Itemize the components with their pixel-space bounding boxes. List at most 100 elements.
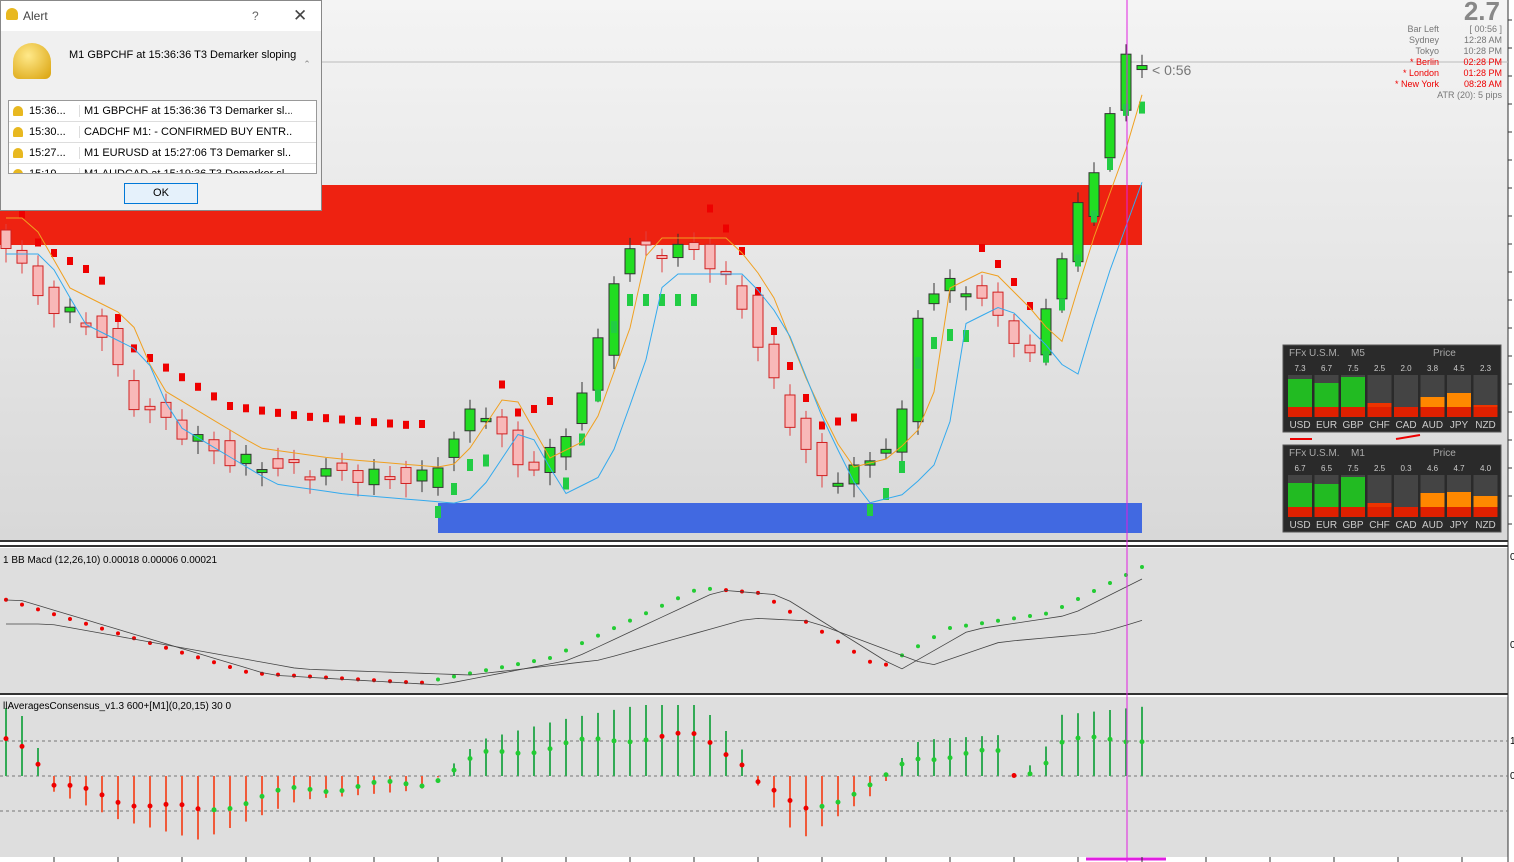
- help-button[interactable]: ?: [252, 9, 259, 23]
- trail-dot: [963, 330, 969, 342]
- currency: GBP: [1342, 420, 1363, 431]
- macd-dot: [1060, 605, 1064, 609]
- candle: [1024, 344, 1036, 354]
- candle: [96, 315, 108, 338]
- consensus-dot: [435, 778, 441, 784]
- consensus-dot: [307, 786, 313, 792]
- trail-dot: [323, 414, 329, 423]
- candle: [128, 380, 140, 411]
- ok-button[interactable]: OK: [124, 183, 198, 204]
- trail-dot: [403, 420, 409, 429]
- macd-dot: [244, 669, 248, 674]
- consensus-dot: [243, 801, 249, 807]
- currency: CAD: [1395, 520, 1416, 531]
- alert-row[interactable]: 15:27... M1 EURUSD at 15:27:06 T3 Demarke…: [9, 143, 316, 164]
- clock-time: 01:28 PM: [1463, 68, 1502, 78]
- candle: [560, 436, 572, 458]
- candle: [768, 343, 780, 379]
- clock-city: * London: [1403, 68, 1439, 78]
- strength-base: [1367, 507, 1392, 517]
- trail-dot: [35, 238, 41, 247]
- macd-dot: [1140, 565, 1144, 569]
- trail-dot: [307, 412, 313, 421]
- row-text: CADCHF M1: - CONFIRMED BUY ENTR...: [84, 126, 292, 138]
- consensus-dot: [403, 781, 409, 787]
- candle: [592, 337, 604, 391]
- candle: [704, 243, 716, 270]
- candle: [112, 327, 124, 366]
- currency: USD: [1289, 520, 1310, 531]
- candle: [832, 482, 844, 487]
- consensus-dot: [643, 737, 649, 743]
- consensus-dot: [611, 738, 617, 744]
- macd-dot: [500, 665, 504, 670]
- panel-price: Price: [1433, 348, 1456, 359]
- strength-value: 2.5: [1374, 464, 1386, 473]
- strength-base: [1473, 407, 1498, 417]
- candle: [896, 408, 908, 453]
- macd-dot: [100, 626, 104, 631]
- consensus-dot: [3, 736, 9, 742]
- trail-dot: [995, 260, 1001, 268]
- trail-dot: [547, 397, 553, 405]
- consensus-dot: [451, 767, 457, 773]
- candle: [416, 469, 428, 482]
- consensus-label: llAveragesConsensus_v1.3 600+[M1](0,20,1…: [3, 701, 231, 712]
- trail-dot: [195, 382, 201, 391]
- consensus-dot: [147, 803, 153, 809]
- candle: [144, 405, 156, 411]
- macd-dot: [276, 672, 280, 677]
- macd-dot: [548, 656, 552, 660]
- strength-base: [1420, 407, 1445, 417]
- macd-dot: [20, 602, 24, 607]
- strength-value: 4.7: [1453, 464, 1465, 473]
- candle: [512, 429, 524, 466]
- macd-dot: [84, 621, 88, 626]
- trail-dot: [467, 459, 473, 471]
- strength-base: [1420, 507, 1445, 517]
- consensus-dot: [115, 799, 121, 805]
- macd-pane: [0, 548, 1508, 693]
- candle: [816, 441, 828, 477]
- alert-row[interactable]: 15:30... CADCHF M1: - CONFIRMED BUY ENTR…: [9, 122, 316, 143]
- macd-dot: [708, 586, 712, 591]
- strength-value: 2.0: [1400, 364, 1412, 373]
- consensus-dot: [179, 802, 185, 808]
- candle: [656, 255, 668, 260]
- strength-mark: [1395, 434, 1421, 440]
- countdown: < 0:56: [1152, 62, 1192, 78]
- consensus-dot: [1011, 772, 1017, 778]
- macd-dot: [4, 597, 8, 602]
- consensus-dot: [467, 755, 473, 761]
- candle: [480, 417, 492, 423]
- candle: [432, 467, 444, 488]
- axis-label: 0: [1510, 640, 1514, 651]
- row-icon: [13, 169, 23, 173]
- atr: ATR (20): 5 pips: [1437, 90, 1502, 100]
- alert-row[interactable]: 15:19... M1 AUDCAD at 15:19:36 T3 Demarke…: [9, 164, 316, 173]
- consensus-dot: [1107, 736, 1113, 742]
- axis-label: 0: [1510, 552, 1514, 563]
- consensus-dot: [707, 740, 713, 746]
- orange-ma: [6, 94, 1143, 468]
- trail-dot: [419, 420, 425, 428]
- trail-dot: [515, 408, 521, 417]
- strength-base: [1394, 407, 1418, 417]
- macd-dot: [484, 668, 488, 673]
- message-scroll[interactable]: ⌃: [303, 59, 311, 69]
- macd-dot: [452, 674, 456, 679]
- consensus-dot: [755, 779, 761, 785]
- alert-row[interactable]: 15:36... M1 GBPCHF at 15:36:36 T3 Demarke…: [9, 101, 316, 122]
- consensus-pane: [0, 697, 1508, 857]
- strength-base: [1394, 507, 1418, 517]
- clock-city: * Berlin: [1410, 57, 1439, 67]
- trail-dot: [499, 380, 505, 389]
- macd-dot: [916, 644, 920, 649]
- trail-dot: [227, 402, 233, 410]
- bell-icon: [6, 8, 18, 20]
- candle: [464, 408, 476, 432]
- clock-city: Tokyo: [1415, 46, 1439, 56]
- close-button[interactable]: ✕: [293, 6, 308, 25]
- trail-dot: [451, 483, 457, 495]
- consensus-dot: [819, 803, 825, 809]
